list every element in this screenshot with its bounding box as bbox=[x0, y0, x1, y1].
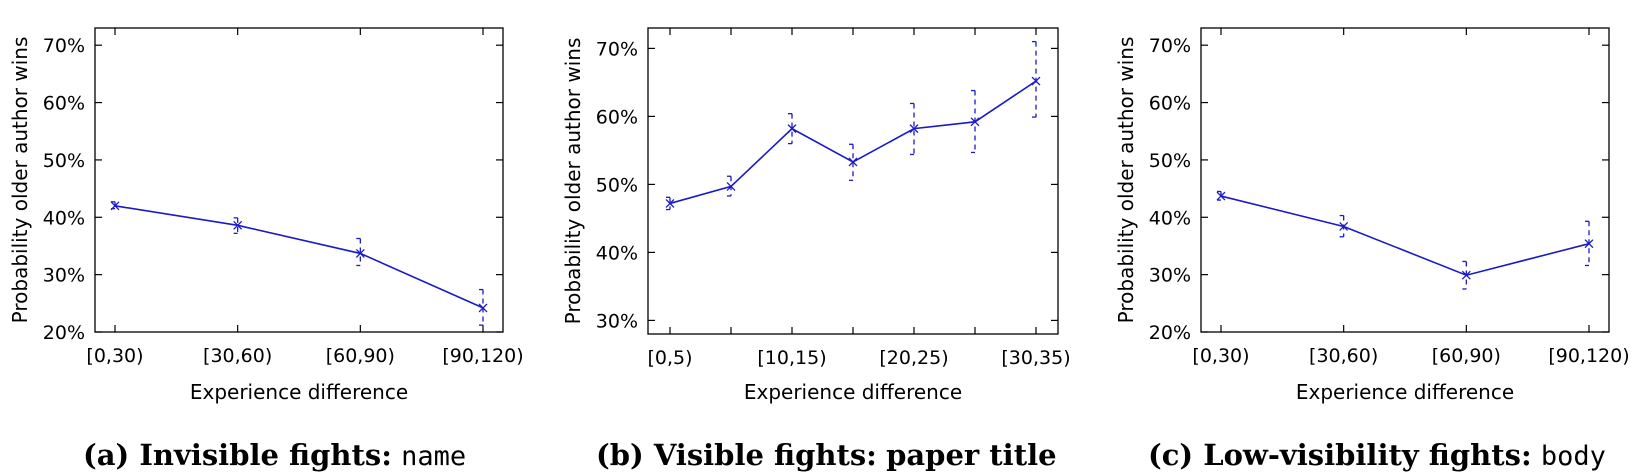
data-point bbox=[478, 303, 488, 313]
caption-label: (a) Invisible fights: bbox=[83, 438, 392, 472]
chart-panel-b: 30% 40% 50% 60% 70% [0,5) [10,15) [20,25) [30,3… bbox=[561, 27, 1071, 404]
x-tick-label: [90,120) bbox=[442, 345, 523, 367]
data-point bbox=[1339, 222, 1349, 231]
data-point-stroke bbox=[478, 303, 488, 313]
y-axis-ticks: 30% 40% 50% 60% 70% bbox=[596, 38, 1058, 332]
data-point-stroke bbox=[909, 124, 919, 134]
y-axis-label: Probability older author wins bbox=[561, 38, 585, 325]
x-tick-label: [30,60) bbox=[1309, 345, 1378, 367]
y-tick-label: 20% bbox=[1149, 322, 1191, 344]
caption-label: (b) Visible fights: bbox=[596, 438, 877, 472]
data-point-stroke bbox=[110, 201, 120, 211]
data-point-stroke bbox=[1461, 270, 1471, 280]
series-line bbox=[114, 205, 484, 309]
x-axis-label: Experience difference bbox=[190, 380, 408, 404]
data-point-stroke bbox=[233, 220, 243, 230]
data-point-stroke bbox=[1216, 191, 1226, 201]
x-tick-label: [60,90) bbox=[1432, 345, 1501, 367]
y-tick-label: 20% bbox=[43, 322, 85, 344]
y-tick-label: 30% bbox=[596, 310, 638, 332]
data-marks bbox=[110, 201, 488, 326]
data-point-stroke bbox=[787, 124, 797, 134]
data-point bbox=[1031, 76, 1041, 86]
x-axis-ticks: [0,5) [10,15) [20,25) [30,35) bbox=[647, 28, 1071, 369]
data-point-stroke bbox=[1339, 222, 1349, 231]
data-point-stroke bbox=[970, 117, 980, 127]
data-point bbox=[665, 198, 675, 208]
caption-a: (a) Invisible fights: name bbox=[83, 438, 466, 472]
y-tick-label: 60% bbox=[43, 93, 85, 115]
data-point bbox=[355, 248, 365, 258]
caption-label: (c) Low-visibility fights: bbox=[1148, 438, 1532, 472]
x-tick-label: [90,120) bbox=[1548, 345, 1629, 367]
caption-term: name bbox=[401, 441, 467, 472]
y-axis-label: Probability older author wins bbox=[1114, 37, 1138, 324]
chart-panel-c: 20%30%40%50%60%70% [0,30) [30,60) [60,90)[… bbox=[1114, 27, 1630, 404]
y-tick-label: 60% bbox=[596, 106, 638, 128]
y-tick-label: 40% bbox=[43, 207, 85, 229]
plot-frame bbox=[1200, 27, 1610, 333]
data-marks bbox=[1216, 190, 1594, 290]
y-tick-label: 60% bbox=[1149, 93, 1191, 115]
y-tick-label: 40% bbox=[596, 242, 638, 264]
x-axis-ticks: [0,30) [30,60) [60,90) [90,120) bbox=[1192, 28, 1630, 367]
y-tick-label: 70% bbox=[1149, 35, 1191, 57]
x-axis-label: Experience difference bbox=[1296, 380, 1514, 404]
data-point bbox=[787, 124, 797, 134]
data-point-stroke bbox=[1584, 239, 1594, 249]
data-point bbox=[848, 157, 858, 167]
data-point-stroke bbox=[726, 181, 736, 191]
chart-panel-a: 20%30%40%50%60%70% [0,30) [30,60) [60,90)[… bbox=[8, 27, 524, 404]
y-axis-ticks: 20% 30% 40% 50% 60% 70% bbox=[1149, 35, 1609, 344]
y-tick-label: 40% bbox=[1149, 207, 1191, 229]
data-point bbox=[909, 124, 919, 134]
x-tick-label: [0,5) bbox=[647, 347, 692, 369]
data-point bbox=[970, 117, 980, 127]
data-point bbox=[110, 201, 120, 211]
plot-frame bbox=[94, 27, 504, 333]
x-axis-ticks: [0,30) [30,60) [60,90) [90,120) bbox=[86, 28, 524, 367]
series-line bbox=[669, 80, 1037, 205]
data-point-stroke bbox=[848, 157, 858, 167]
y-tick-label: 70% bbox=[596, 38, 638, 60]
y-tick-label: 50% bbox=[1149, 150, 1191, 172]
x-tick-label: [60,90) bbox=[326, 345, 395, 367]
data-point-stroke bbox=[355, 248, 365, 258]
data-point bbox=[233, 220, 243, 230]
caption-c: (c) Low-visibility fights: body bbox=[1148, 438, 1606, 472]
series-line bbox=[1220, 195, 1590, 277]
data-point bbox=[1461, 270, 1471, 280]
y-tick-label: 30% bbox=[43, 265, 85, 287]
caption-term: paper title bbox=[886, 438, 1057, 472]
y-tick-label: 70% bbox=[43, 35, 85, 57]
caption-term: body bbox=[1540, 441, 1606, 472]
plot-frame bbox=[647, 27, 1059, 335]
y-tick-label: 50% bbox=[43, 150, 85, 172]
data-point-stroke bbox=[1031, 76, 1041, 86]
data-point-stroke bbox=[665, 198, 675, 208]
caption-b: (b) Visible fights: paper title bbox=[596, 438, 1057, 472]
x-tick-label: [10,15) bbox=[757, 347, 826, 369]
x-tick-label: [0,30) bbox=[1192, 345, 1249, 367]
x-tick-label: [20,25) bbox=[879, 347, 948, 369]
x-tick-label: [0,30) bbox=[86, 345, 143, 367]
x-tick-label: [30,35) bbox=[1001, 347, 1070, 369]
data-point bbox=[726, 181, 736, 191]
y-axis-label: Probability older author wins bbox=[8, 37, 32, 324]
y-axis-ticks: 20% 30% 40% 50% 60% 70% bbox=[43, 35, 503, 344]
x-axis-label: Experience difference bbox=[744, 380, 962, 404]
y-tick-label: 50% bbox=[596, 174, 638, 196]
data-point bbox=[1216, 191, 1226, 201]
y-tick-label: 30% bbox=[1149, 265, 1191, 287]
x-tick-label: [30,60) bbox=[203, 345, 272, 367]
data-marks bbox=[665, 40, 1041, 211]
data-point bbox=[1584, 239, 1594, 249]
